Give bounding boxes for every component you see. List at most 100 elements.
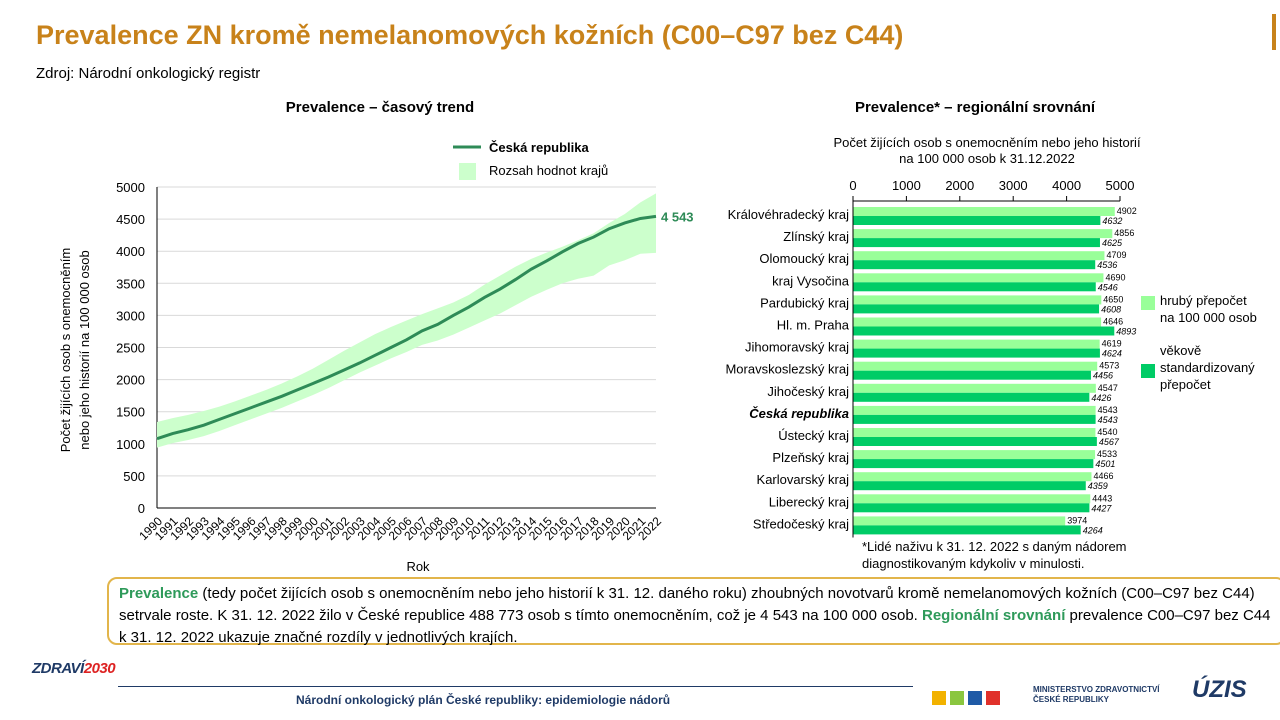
bar-raw-value: 4466 xyxy=(1093,471,1113,481)
bar-std xyxy=(853,437,1097,446)
bar-std xyxy=(853,459,1094,469)
bar-raw-value: 4709 xyxy=(1106,250,1126,260)
y-tick-label: 5000 xyxy=(116,180,145,195)
x-tick-label: 4000 xyxy=(1052,178,1081,193)
bar-raw xyxy=(853,428,1096,437)
category-label: Královéhradecký kraj xyxy=(728,207,849,222)
bar-raw-value: 4646 xyxy=(1103,317,1123,327)
bar-raw xyxy=(853,317,1102,327)
end-value-label: 4 543 xyxy=(661,209,694,224)
bar-raw xyxy=(853,516,1066,526)
legend-raw-label-1: hrubý přepočet xyxy=(1160,293,1247,308)
legend-std-label-3: přepočet xyxy=(1160,377,1211,392)
footnote-line-1: *Lidé naživu k 31. 12. 2022 s daným nádo… xyxy=(862,539,1127,554)
bar-std-value: 4359 xyxy=(1088,481,1108,491)
y-tick-label: 4000 xyxy=(116,244,145,259)
bar-raw-value: 4543 xyxy=(1098,405,1118,415)
bar-std xyxy=(853,370,1091,380)
bar-std xyxy=(853,326,1115,336)
bar-raw xyxy=(853,361,1098,371)
bar-std xyxy=(853,260,1096,270)
legend-raw-swatch xyxy=(1141,296,1155,310)
bar-std-value: 4501 xyxy=(1095,459,1115,469)
bar-std xyxy=(853,414,1096,424)
footnote: *Lidé naživu k 31. 12. 2022 s daným nádo… xyxy=(862,538,1192,572)
bar-std xyxy=(853,238,1100,248)
bar-std-value: 4536 xyxy=(1097,260,1117,270)
y-tick-label: 2000 xyxy=(116,373,145,388)
x-tick-label: 3000 xyxy=(999,178,1028,193)
bar-raw xyxy=(853,472,1092,482)
bar-raw xyxy=(853,494,1091,504)
bar-std xyxy=(853,348,1100,358)
legend-std-label-2: standardizovaný xyxy=(1160,360,1255,375)
bar-std-value: 4426 xyxy=(1091,393,1111,403)
bar-std xyxy=(853,503,1090,513)
bar-std xyxy=(853,481,1086,491)
legend-band-swatch xyxy=(459,163,476,180)
bar-raw-value: 3974 xyxy=(1067,515,1087,525)
axis-caption-line1: Počet žijících osob s onemocněním nebo j… xyxy=(833,135,1141,150)
summary-highlight-regional: Regionální srovnání xyxy=(922,607,1066,624)
x-tick-label: 1000 xyxy=(892,178,921,193)
bar-std xyxy=(853,392,1090,402)
bar-raw xyxy=(853,273,1104,283)
category-label: Zlínský kraj xyxy=(783,229,849,244)
series-line-cr xyxy=(156,214,657,441)
bar-raw-value: 4856 xyxy=(1114,228,1134,238)
bar-raw-value: 4902 xyxy=(1117,206,1137,216)
bar-raw-value: 4619 xyxy=(1102,339,1122,349)
bar-std-value: 4264 xyxy=(1083,525,1103,535)
legend-raw-label-2: na 100 000 osob xyxy=(1160,310,1257,325)
range-band xyxy=(157,193,656,448)
category-label: Hl. m. Praha xyxy=(777,318,850,333)
summary-text-1: (tedy počet žijících osob s onemocněním … xyxy=(119,585,1255,624)
bar-std xyxy=(853,525,1081,535)
footnote-line-2: diagnostikovaným kdykoliv v minulosti. xyxy=(862,556,1085,571)
category-label: Moravskoslezský kraj xyxy=(725,362,849,377)
bar-raw xyxy=(853,229,1113,239)
x-tick-label: 2000 xyxy=(945,178,974,193)
category-label: Olomoucký kraj xyxy=(759,251,849,266)
footer-text: Národní onkologický plán České republiky… xyxy=(296,693,671,707)
regional-chart-title: Prevalence* – regionální srovnání xyxy=(854,99,1096,116)
page-title: Prevalence ZN kromě nemelanomových kožní… xyxy=(36,20,904,50)
axis-caption-line2: na 100 000 osob k 31.12.2022 xyxy=(899,151,1075,166)
bar-std-value: 4427 xyxy=(1091,503,1112,513)
bar-std-value: 4543 xyxy=(1098,415,1118,425)
y-axis-title-line2: nebo jeho historií na 100 000 osob xyxy=(77,250,92,450)
legend-std-swatch xyxy=(1141,364,1155,378)
bar-raw-value: 4540 xyxy=(1097,427,1117,437)
legend-band-label: Rozsah hodnot krajů xyxy=(489,163,608,178)
bar-raw xyxy=(853,339,1100,349)
x-tick-label: 0 xyxy=(849,178,856,193)
bar-std-value: 4567 xyxy=(1099,437,1120,447)
summary-box: Prevalence (tedy počet žijících osob s o… xyxy=(107,577,1280,646)
category-label: Česká republika xyxy=(749,406,849,421)
summary-highlight-prevalence: Prevalence xyxy=(119,585,199,602)
bar-raw xyxy=(853,251,1105,261)
ministry-logo: MINISTERSTVO ZDRAVOTNICTVÍ ČESKÉ REPUBLI… xyxy=(1033,685,1160,704)
bar-raw xyxy=(853,295,1102,305)
footer-divider xyxy=(118,686,913,687)
bar-raw xyxy=(853,207,1115,216)
y-axis-title-line1: Počet žijících osob s onemocněním xyxy=(58,248,73,453)
category-label: kraj Vysočina xyxy=(772,273,850,288)
x-tick-label: 5000 xyxy=(1106,178,1135,193)
bar-std-value: 4625 xyxy=(1102,238,1123,248)
legend-std-label-1: věkově xyxy=(1160,343,1201,358)
bar-std-value: 4893 xyxy=(1116,327,1136,337)
legend-line-label: Česká republika xyxy=(489,140,589,155)
category-label: Karlovarský kraj xyxy=(757,472,850,487)
bar-raw xyxy=(853,405,1096,415)
y-tick-label: 3000 xyxy=(116,308,145,323)
bar-std xyxy=(853,304,1100,314)
summary-text-2: prevalence C00–C97 bez C44 k 31. 12. 202… xyxy=(119,607,1271,646)
bar-std xyxy=(853,216,1101,225)
y-tick-label: 1000 xyxy=(116,437,145,452)
y-tick-label: 1500 xyxy=(116,405,145,420)
bar-raw-value: 4443 xyxy=(1092,493,1112,503)
source-text: Zdroj: Národní onkologický registr xyxy=(36,65,261,82)
x-axis-title: Rok xyxy=(406,559,430,574)
